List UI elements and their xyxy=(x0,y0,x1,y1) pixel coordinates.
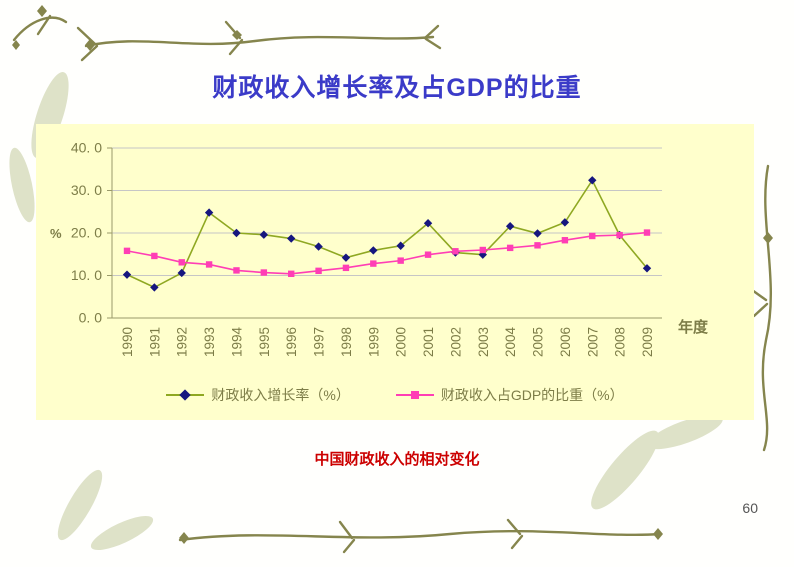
svg-text:1998: 1998 xyxy=(339,327,354,357)
svg-text:1995: 1995 xyxy=(257,327,272,357)
svg-text:0. 0: 0. 0 xyxy=(79,310,103,326)
svg-text:40. 0: 40. 0 xyxy=(71,140,102,156)
legend-sample-growth xyxy=(166,389,205,401)
series-1-line xyxy=(126,231,648,275)
chart-legend: 财政收入增长率（%） 财政收入占GDP的比重（%） xyxy=(36,370,754,420)
legend-diamond-icon xyxy=(179,389,192,401)
svg-text:2003: 2003 xyxy=(476,327,491,357)
svg-text:2001: 2001 xyxy=(421,327,436,357)
svg-text:1990: 1990 xyxy=(120,327,135,357)
svg-text:2000: 2000 xyxy=(394,327,409,357)
svg-text:2002: 2002 xyxy=(448,327,463,357)
legend-label-gdp-share: 财政收入占GDP的比重（%） xyxy=(440,387,624,403)
chart-panel: 0. 0 10. 0 20. 0 30. 0 40. 0% 1990 1991 1992 199… xyxy=(36,124,754,420)
svg-text:1992: 1992 xyxy=(175,327,190,357)
legend-item-gdp-share: 财政收入占GDP的比重（%） xyxy=(395,385,624,405)
slide-title: 财政收入增长率及占GDP的比重 xyxy=(212,74,582,102)
svg-text:1994: 1994 xyxy=(229,327,244,358)
series-0-line xyxy=(126,178,648,289)
gridlines xyxy=(107,147,662,319)
svg-text:1991: 1991 xyxy=(147,327,162,357)
svg-text:2005: 2005 xyxy=(531,327,546,357)
svg-text:20. 0: 20. 0 xyxy=(71,225,102,241)
legend-label-growth: 财政收入增长率（%） xyxy=(211,387,350,403)
svg-text:10. 0: 10. 0 xyxy=(71,267,102,283)
svg-text:2004: 2004 xyxy=(503,327,518,358)
svg-text:2007: 2007 xyxy=(585,327,600,357)
page-number: 60 xyxy=(742,500,758,516)
svg-text:1996: 1996 xyxy=(284,327,299,357)
series-0-markers xyxy=(122,176,652,292)
x-tick-labels: 1990 1991 1992 1993 1994 1995 1996 1997 1998 1999… xyxy=(120,327,655,358)
chart-canvas: 0. 010. 020. 030. 040. 0%1990 1991 1992 199… xyxy=(50,140,709,358)
svg-text:2008: 2008 xyxy=(613,327,628,357)
svg-text:2006: 2006 xyxy=(558,327,573,357)
series-1-markers xyxy=(123,229,651,277)
svg-text:1993: 1993 xyxy=(202,327,217,357)
legend-square-icon xyxy=(410,391,419,399)
legend-item-growth: 财政收入增长率（%） xyxy=(166,385,350,405)
svg-text:2009: 2009 xyxy=(640,327,655,357)
y-tick-labels: 0. 0 10. 0 20. 0 30. 0 40. 0 xyxy=(71,140,102,326)
svg-text:1999: 1999 xyxy=(366,327,381,357)
legend-sample-gdp-share xyxy=(395,390,434,400)
chart-caption: 中国财政收入的相对变化 xyxy=(314,451,480,468)
svg-text:30. 0: 30. 0 xyxy=(71,182,102,198)
x-axis-title: 年度 xyxy=(678,318,709,336)
y-axis-title: % xyxy=(50,226,62,241)
svg-text:1997: 1997 xyxy=(312,327,327,357)
